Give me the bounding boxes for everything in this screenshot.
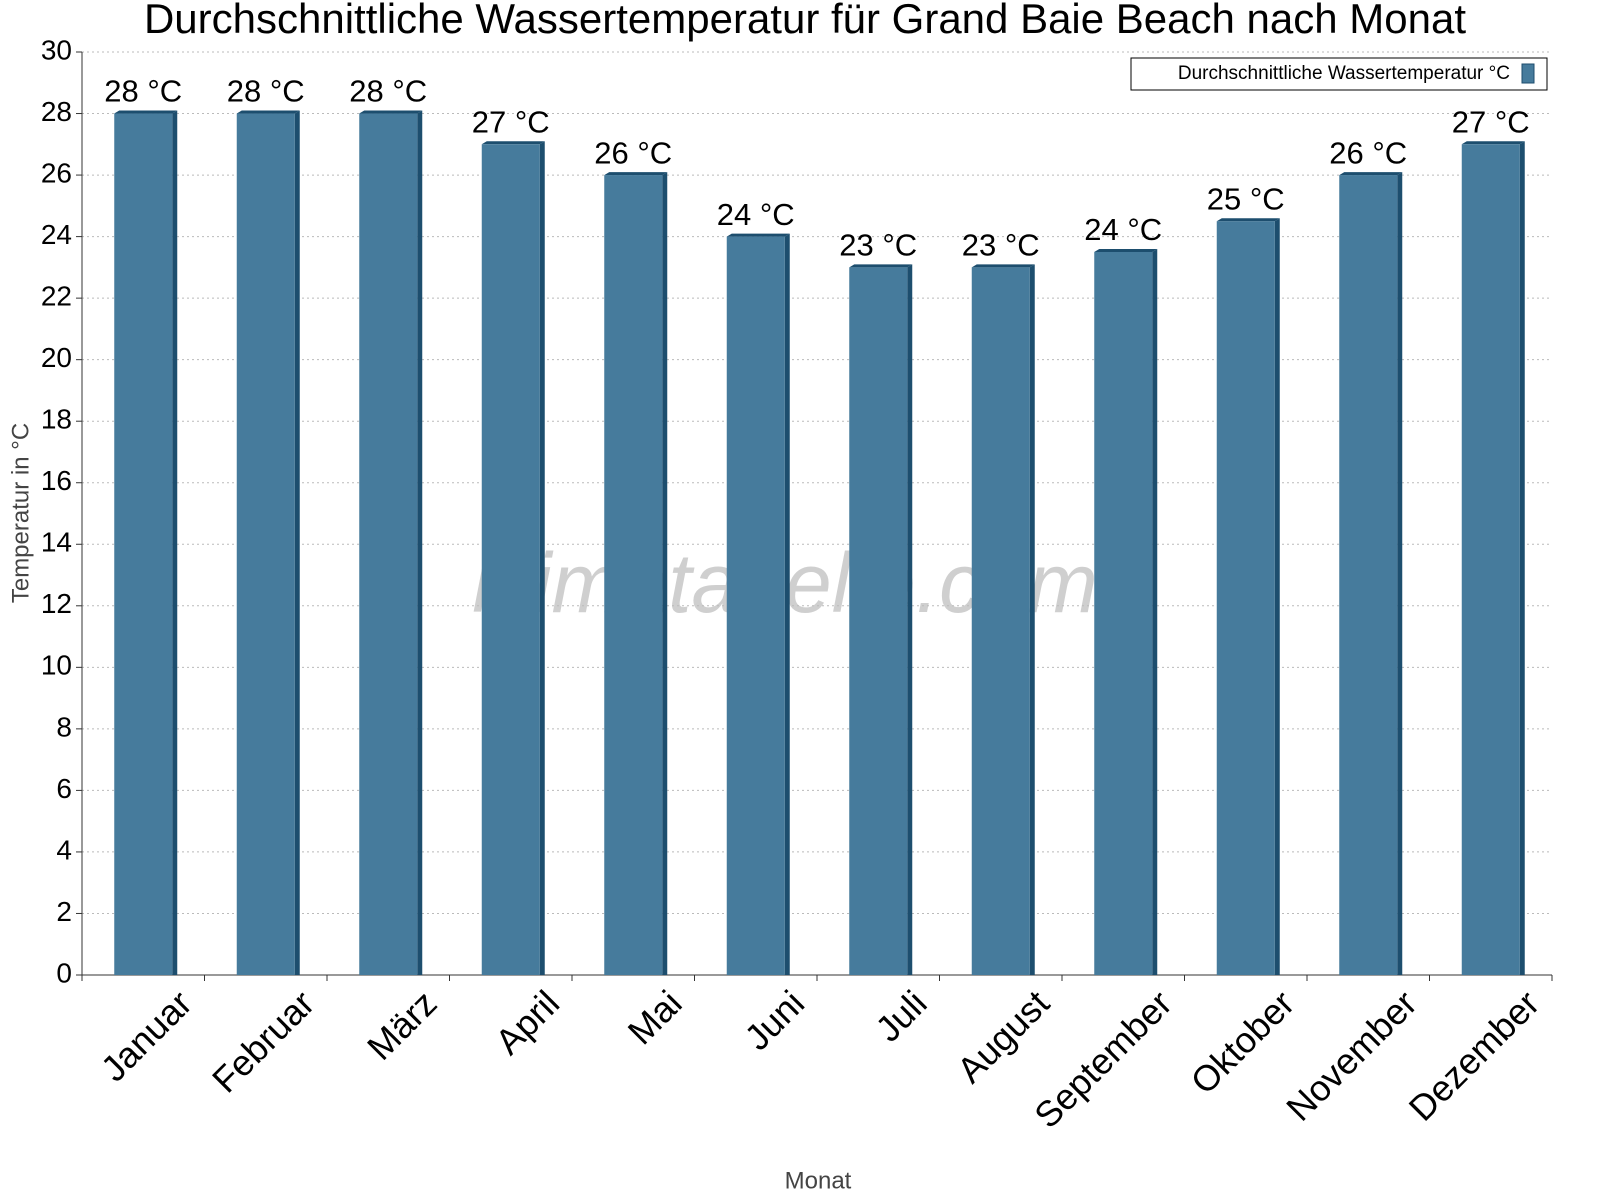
bar-side — [294, 110, 300, 976]
bar — [359, 113, 418, 976]
value-label: 24 °C — [1084, 212, 1162, 247]
y-tick-label: 8 — [56, 711, 72, 742]
bar-side — [784, 233, 790, 976]
y-tick-label: 18 — [41, 404, 72, 435]
bar-top — [971, 264, 1035, 268]
legend-swatch — [1521, 63, 1535, 84]
bar-top — [114, 110, 178, 114]
value-label: 28 °C — [349, 74, 427, 109]
bar — [1461, 144, 1520, 976]
legend-box — [1130, 57, 1548, 91]
y-tick-label: 6 — [56, 773, 72, 804]
y-tick-label: 16 — [41, 465, 72, 496]
bar — [971, 267, 1030, 975]
bar-top — [604, 172, 668, 176]
y-tick-label: 10 — [41, 650, 72, 681]
value-label: 27 °C — [472, 104, 550, 139]
y-tick-label: 12 — [41, 588, 72, 619]
bar-side — [1274, 218, 1280, 975]
bar-top — [849, 264, 913, 268]
bar — [236, 113, 295, 976]
bar-top — [1094, 248, 1158, 252]
bar-side — [907, 264, 913, 975]
y-tick-label: 24 — [41, 219, 72, 250]
y-tick-label: 22 — [41, 281, 72, 312]
bar-side — [172, 110, 178, 976]
legend-label: Durchschnittliche Wassertemperatur °C — [1178, 63, 1510, 84]
value-label: 28 °C — [227, 74, 305, 109]
bar-top — [1339, 172, 1403, 176]
bar-top — [236, 110, 300, 114]
bar-side — [1152, 248, 1158, 975]
y-tick-label: 4 — [56, 834, 72, 865]
bar-side — [539, 141, 545, 976]
value-label: 26 °C — [1329, 135, 1407, 170]
bar-top — [726, 233, 790, 237]
bar — [604, 175, 663, 976]
bar-side — [1519, 141, 1525, 976]
y-tick-label: 0 — [56, 957, 72, 988]
value-label: 26 °C — [594, 135, 672, 170]
y-tick-label: 28 — [41, 96, 72, 127]
value-label: 27 °C — [1452, 104, 1530, 139]
y-tick-label: 26 — [41, 157, 72, 188]
bar-side — [1397, 172, 1403, 976]
bar-side — [662, 172, 668, 976]
y-axis-title: Temperatur in °C — [7, 423, 34, 603]
value-label: 25 °C — [1207, 181, 1285, 216]
x-axis-title: Monat — [785, 1167, 852, 1194]
bar-top — [1461, 141, 1525, 145]
y-tick-label: 30 — [41, 34, 72, 65]
bar — [849, 267, 908, 975]
bar-side — [417, 110, 423, 976]
bar — [726, 236, 785, 976]
y-tick-label: 20 — [41, 342, 72, 373]
value-label: 24 °C — [717, 197, 795, 232]
bar-side — [1029, 264, 1035, 975]
bar — [1216, 221, 1275, 975]
bar — [1094, 251, 1153, 975]
bar-top — [481, 141, 545, 145]
value-label: 23 °C — [962, 228, 1040, 263]
bar-top — [359, 110, 423, 114]
bar-top — [1216, 218, 1280, 222]
bar — [114, 113, 173, 976]
bar — [1339, 175, 1398, 976]
y-tick-label: 14 — [41, 527, 72, 558]
bar — [481, 144, 540, 976]
chart-title: Durchschnittliche Wassertemperatur für G… — [144, 0, 1466, 42]
value-label: 28 °C — [104, 74, 182, 109]
y-tick-label: 2 — [56, 896, 72, 927]
value-label: 23 °C — [839, 228, 917, 263]
